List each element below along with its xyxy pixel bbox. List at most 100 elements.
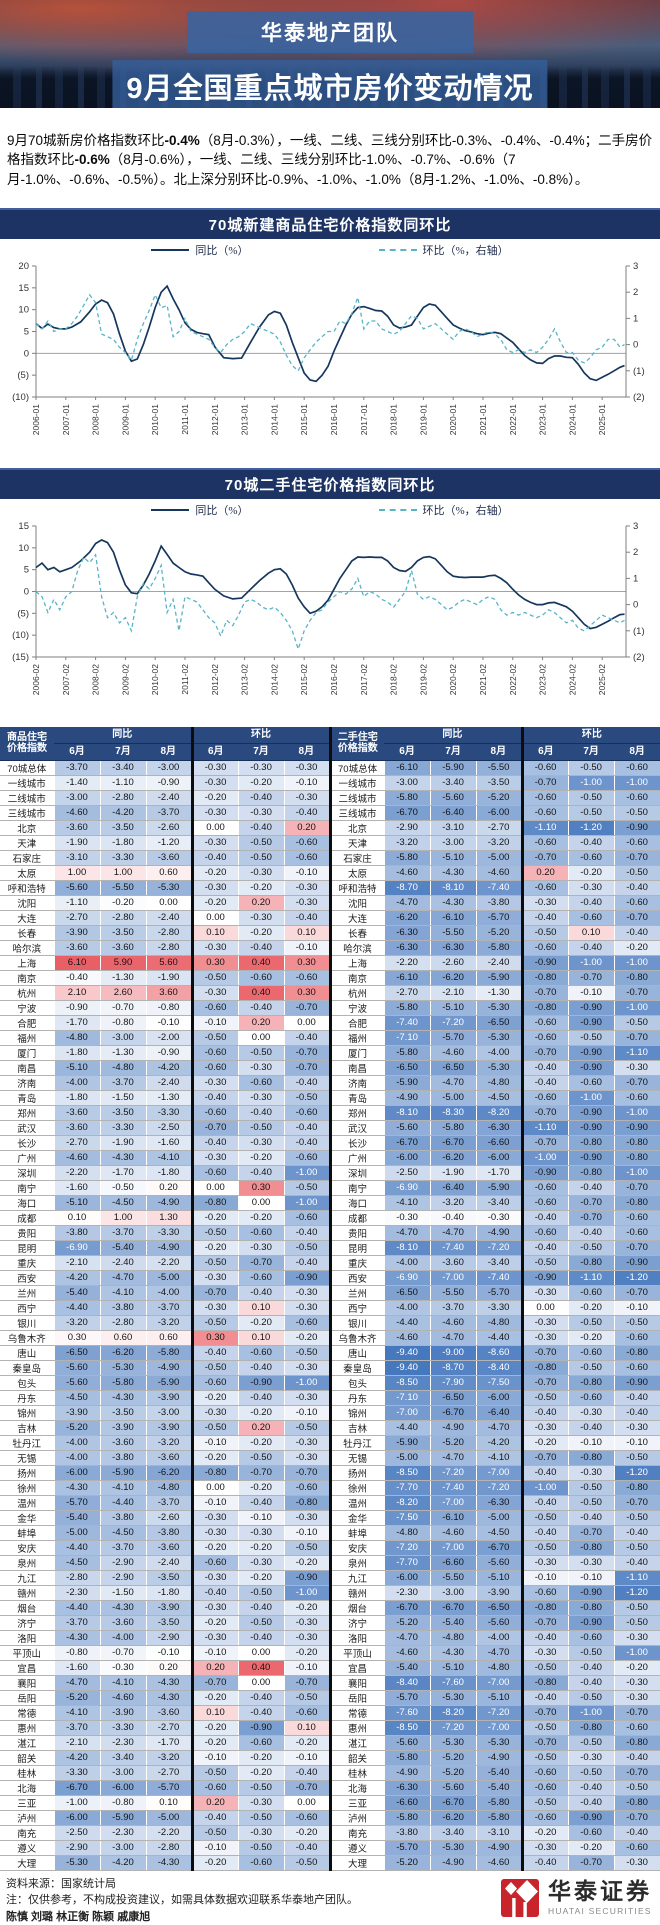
value-cell: -0.60 [284,1315,331,1331]
month-header: 8月 [614,743,660,761]
city-cell: 南充 [0,1825,55,1841]
x-tick-label: 2018-01 [389,403,399,434]
value-cell: -0.50 [190,1360,239,1376]
value-cell: -0.60 [284,1480,331,1496]
value-cell: -3.60 [54,820,101,836]
value-cell: -0.60 [284,850,331,866]
value-cell: -7.20 [384,1540,431,1556]
table-row: 郑州 -3.60 -3.50 -3.30 -0.60 -0.40 -0.60 郑州 -8.10-… [0,1105,660,1121]
value-cell: -5.20 [430,1435,477,1451]
city-cell: 郑州 [0,1105,55,1121]
city-cell: 锦州 [328,1405,385,1421]
value-cell: -3.50 [476,775,523,791]
value-cell: 0.30 [284,985,331,1001]
right-tick-label: 3 [633,261,638,272]
value-cell: -1.20 [146,835,193,851]
value-cell: -3.40 [430,775,477,791]
city-cell: 蚌埠 [0,1525,55,1541]
value-cell: -0.70 [520,1345,569,1361]
value-cell: -1.00 [614,1165,660,1181]
value-cell: -0.70 [238,1465,285,1481]
value-cell: -1.60 [146,1135,193,1151]
value-cell: -0.70 [284,1060,331,1076]
right-tick-label: 3 [633,521,638,532]
value-cell: -4.00 [384,1255,431,1271]
value-cell: -0.70 [614,1810,660,1826]
value-cell: -3.50 [100,820,147,836]
value-cell: -0.40 [568,940,615,956]
value-cell: -5.00 [430,1090,477,1106]
value-cell: -1.20 [614,1585,660,1601]
value-cell: -3.00 [54,790,101,806]
value-cell: -0.50 [238,1810,285,1826]
city-cell: 贵阳 [328,1225,385,1241]
value-cell: -0.90 [54,1000,101,1016]
value-cell: -0.50 [614,1540,660,1556]
value-cell: -0.40 [284,1840,331,1856]
city-cell: 包头 [328,1375,385,1391]
value-cell: -2.00 [146,1030,193,1046]
value-cell: -5.70 [430,1030,477,1046]
value-cell: -0.10 [146,1015,193,1031]
value-cell: -2.20 [146,1255,193,1271]
value-cell: -3.20 [476,835,523,851]
value-cell: -0.40 [190,850,239,866]
value-cell: -6.00 [54,1465,101,1481]
value-cell: -0.60 [238,1735,285,1751]
city-cell: 杭州 [0,985,55,1001]
value-cell: -5.50 [430,925,477,941]
page-title: 9月全国重点城市房价变动情况 [112,60,548,108]
value-cell: -8.30 [430,1105,477,1121]
value-cell: -0.90 [568,1810,615,1826]
value-cell: -0.30 [284,1450,331,1466]
city-cell: 青岛 [328,1090,385,1106]
value-cell: -0.30 [284,1360,331,1376]
value-cell: -8.40 [476,1360,523,1376]
table-row: 三线城市 -4.60 -4.20 -3.70 -0.30 -0.30 -0.40 三线城市 -6… [0,805,660,821]
city-cell: 西宁 [0,1300,55,1316]
value-cell: -5.10 [476,1690,523,1706]
value-cell: -6.20 [430,970,477,986]
city-cell: 烟台 [0,1600,55,1616]
table-row: 哈尔滨 -3.60 -3.60 -2.80 -0.30 -0.40 -0.10 哈尔滨 -6.3… [0,940,660,956]
value-cell: -5.60 [54,880,101,896]
city-cell: 徐州 [0,1480,55,1496]
value-cell: -1.00 [614,1105,660,1121]
value-cell: -3.60 [430,1255,477,1271]
city-cell: 三亚 [0,1795,55,1811]
value-cell: -3.20 [146,1435,193,1451]
value-cell: -5.60 [430,790,477,806]
city-cell: 北海 [328,1780,385,1796]
value-cell: -0.30 [238,805,285,821]
value-cell: -0.30 [238,1060,285,1076]
value-cell: -3.60 [146,1540,193,1556]
value-cell: -0.50 [190,1030,239,1046]
value-cell: -0.40 [520,1495,569,1511]
x-tick-label: 2014-01 [269,403,279,434]
value-cell: -1.20 [568,820,615,836]
value-cell: -0.80 [614,1735,660,1751]
value-cell: 0.20 [146,1180,193,1196]
value-cell: -0.20 [284,1330,331,1346]
value-cell: -0.60 [190,1000,239,1016]
value-cell: -6.30 [384,940,431,956]
value-cell: -2.90 [146,1630,193,1646]
value-cell: 0.30 [238,1180,285,1196]
month-header: 7月 [430,743,477,761]
value-cell: -0.90 [568,1615,615,1631]
value-cell: -7.00 [476,1675,523,1691]
value-cell: -0.30 [520,1285,569,1301]
value-cell: -0.60 [520,835,569,851]
x-tick-label: 2021-02 [478,663,488,694]
value-cell: -4.60 [430,1525,477,1541]
value-cell: -6.60 [476,1135,523,1151]
value-cell: -0.70 [520,1450,569,1466]
value-cell: -0.90 [238,1720,285,1736]
value-cell: -0.40 [190,1585,239,1601]
value-cell: -4.30 [54,1480,101,1496]
value-cell: -0.90 [568,1150,615,1166]
city-cell: 平顶山 [0,1645,55,1661]
value-cell: -0.50 [238,1840,285,1856]
value-cell: -0.90 [238,1375,285,1391]
value-cell: -0.10 [284,940,331,956]
